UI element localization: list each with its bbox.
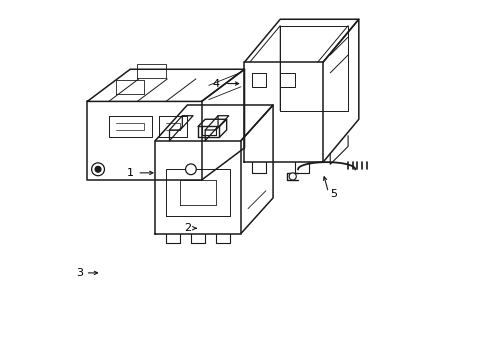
Text: 3: 3: [77, 268, 83, 278]
Circle shape: [288, 173, 296, 180]
Circle shape: [185, 164, 196, 175]
Circle shape: [91, 163, 104, 176]
Text: 2: 2: [183, 223, 190, 233]
Text: 4: 4: [212, 78, 219, 89]
Circle shape: [95, 166, 101, 172]
Text: 1: 1: [126, 168, 133, 178]
Text: 5: 5: [329, 189, 337, 199]
